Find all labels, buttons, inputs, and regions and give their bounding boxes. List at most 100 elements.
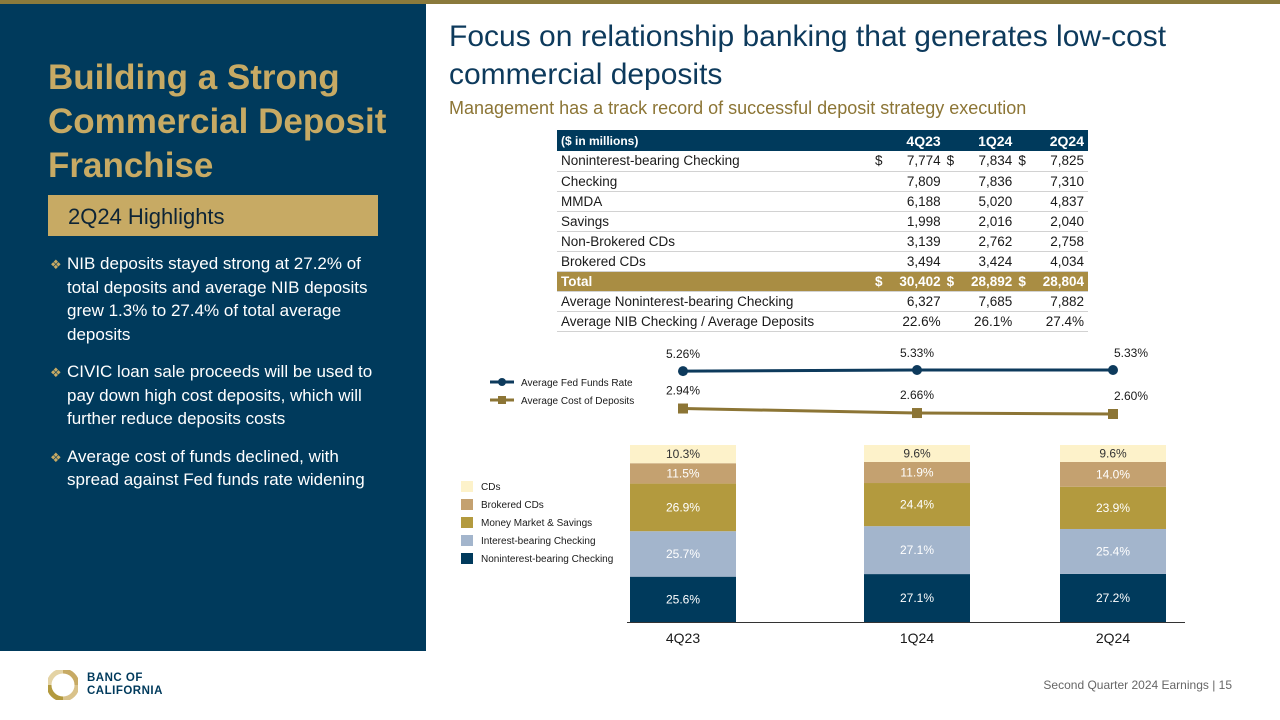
bar-label: 9.6% [1099, 446, 1127, 460]
cell-value: 7,825 [1032, 151, 1088, 172]
currency-symbol: $ [944, 151, 961, 172]
section-title: Building a Strong Commercial Deposit Fra… [48, 58, 387, 185]
bar-label: 10.3% [666, 447, 700, 461]
cell-value: 4,034 [1032, 251, 1088, 272]
currency-symbol [873, 191, 889, 212]
highlight-item: ❖ NIB deposits stayed strong at 27.2% of … [50, 252, 390, 346]
row-label: Savings [557, 211, 873, 232]
legend-marker [498, 396, 506, 404]
highlights-header: 2Q24 Highlights [48, 195, 378, 236]
cell-value: 28,804 [1032, 271, 1088, 292]
highlight-item: ❖ Average cost of funds declined, with sp… [50, 445, 390, 492]
cell-value: 3,139 [889, 231, 945, 252]
diamond-bullet-icon: ❖ [50, 257, 62, 272]
cell-value: 28,892 [960, 271, 1017, 292]
bar-label: 27.1% [900, 543, 934, 557]
currency-symbol [1016, 311, 1033, 332]
cell-value: 3,424 [960, 251, 1017, 272]
series-line [682, 368, 1113, 373]
cell-value: 7,774 [889, 151, 945, 172]
row-label: Total [557, 271, 873, 292]
cell-value: 4,837 [1032, 191, 1088, 212]
bar-label: 23.9% [1096, 501, 1130, 515]
table-header-row: ($ in millions) 4Q23 1Q24 2Q24 [557, 130, 1088, 151]
currency-symbol [944, 251, 961, 272]
currency-symbol [1016, 291, 1033, 312]
top-accent-bar [0, 0, 1280, 4]
currency-symbol: $ [1016, 271, 1033, 292]
data-label: 5.33% [900, 346, 934, 360]
legend-label: Money Market & Savings [481, 518, 592, 529]
x-axis-tick-label: 1Q24 [900, 630, 934, 646]
legend-swatch [461, 517, 473, 528]
bar-segment [1060, 528, 1166, 574]
data-point [678, 403, 688, 414]
logo-line: CALIFORNIA [87, 685, 163, 697]
currency-symbol [944, 191, 961, 212]
cell-value: 5,020 [960, 191, 1017, 212]
cell-value: 26.1% [960, 311, 1017, 332]
row-label: Brokered CDs [557, 251, 873, 272]
currency-symbol [873, 311, 889, 332]
x-axis-tick-label: 2Q24 [1096, 630, 1130, 646]
legend-swatch [461, 535, 473, 546]
table-body: Noninterest-bearing Checking $7,774 $7,834… [557, 151, 1088, 332]
page-title: Focus on relationship banking that gener… [449, 20, 1167, 91]
row-label: Non-Brokered CDs [557, 231, 873, 252]
row-label: Average NIB Checking / Average Deposits [557, 311, 873, 332]
currency-symbol [873, 171, 889, 192]
currency-symbol: $ [873, 271, 889, 292]
bar-segment [864, 445, 970, 462]
data-label: 2.94% [666, 384, 700, 398]
data-point [678, 366, 688, 377]
table-header-label: ($ in millions) [557, 130, 873, 151]
row-label: Average Noninterest-bearing Checking [557, 291, 873, 312]
data-label: 2.66% [900, 388, 934, 402]
data-point [912, 365, 922, 375]
bank-logo-text: BANC OF CALIFORNIA [87, 672, 163, 698]
table-row: Noninterest-bearing Checking $7,774 $7,834… [557, 151, 1088, 172]
cell-value: 2,758 [1032, 231, 1088, 252]
bar-segment [1060, 461, 1166, 487]
currency-symbol [1016, 251, 1033, 272]
bar-segment [864, 461, 970, 484]
bar-label: 25.7% [666, 547, 700, 561]
currency-symbol [873, 231, 889, 252]
cell-value: 7,834 [960, 151, 1017, 172]
legend-swatch [461, 499, 473, 510]
bar-segment [864, 483, 970, 527]
currency-symbol [944, 211, 961, 232]
row-label: Noninterest-bearing Checking [557, 151, 873, 172]
legend-label: Brokered CDs [481, 500, 544, 511]
x-axis-tick-label: 4Q23 [666, 630, 700, 646]
legend-marker [498, 378, 506, 386]
cell-value: 2,040 [1032, 211, 1088, 232]
bar-segment [630, 531, 736, 577]
data-label: 5.26% [666, 347, 700, 361]
bar-segment [1060, 486, 1166, 529]
bank-logo-icon [48, 670, 78, 700]
bar-label: 11.9% [900, 465, 933, 479]
currency-symbol [944, 171, 961, 192]
cell-value: 7,836 [960, 171, 1017, 192]
table-header-quarter: 4Q23 [873, 130, 945, 151]
bar-label: 25.6% [666, 592, 700, 606]
table-row: Brokered CDs 3,494 3,424 4,034 [557, 251, 1088, 272]
cell-value: 6,327 [889, 291, 945, 312]
bar-label: 11.5% [666, 466, 699, 480]
diamond-bullet-icon: ❖ [50, 365, 62, 380]
currency-symbol: $ [944, 271, 961, 292]
logo-line: BANC OF [87, 672, 143, 684]
highlight-text: Average cost of funds declined, with spr… [67, 446, 365, 490]
cell-value: 2,762 [960, 231, 1017, 252]
currency-symbol [873, 211, 889, 232]
highlight-text: NIB deposits stayed strong at 27.2% of t… [67, 254, 368, 344]
bar-label: 27.1% [900, 591, 934, 605]
data-label: 5.33% [1114, 346, 1148, 360]
highlight-item: ❖ CIVIC loan sale proceeds will be used t… [50, 360, 390, 431]
highlights-list: ❖ NIB deposits stayed strong at 27.2% of … [50, 252, 390, 506]
currency-symbol [1016, 231, 1033, 252]
table-total-row: Total $30,402 $28,892 $28,804 [557, 271, 1088, 292]
legend-label: Average Fed Funds Rate [521, 378, 633, 389]
